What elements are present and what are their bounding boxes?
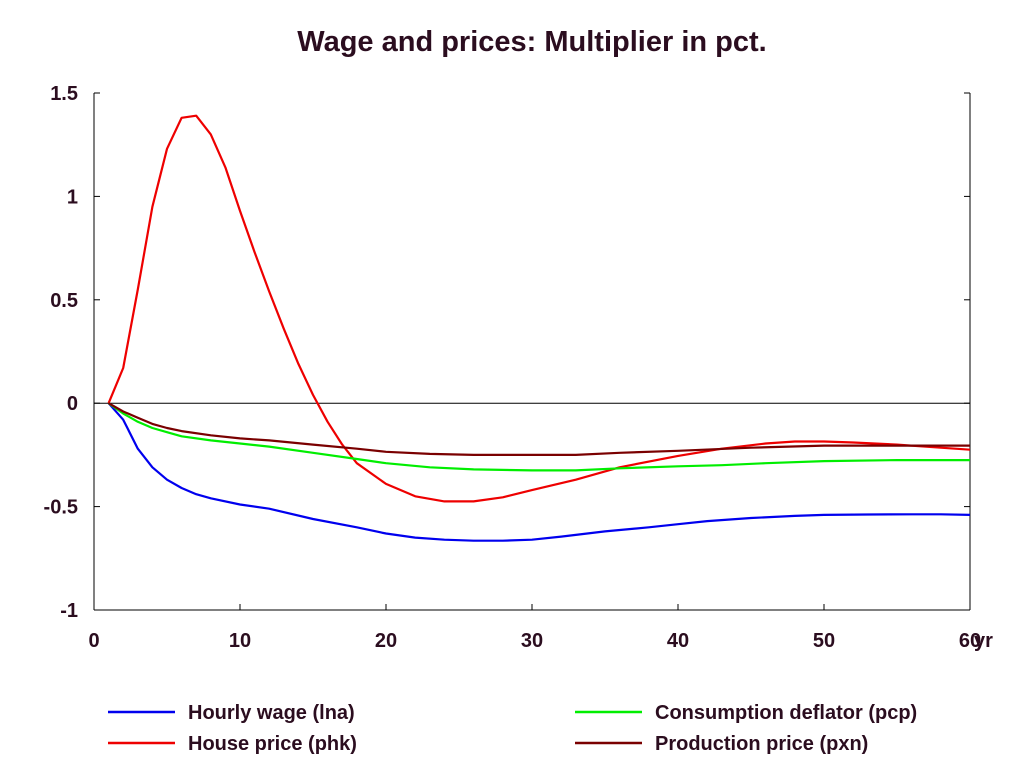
legend-label: Hourly wage (lna) — [188, 702, 355, 724]
series-line — [107, 114, 971, 503]
series-lines — [107, 114, 971, 542]
legend-label: House price (phk) — [188, 733, 357, 755]
x-tick-label: 0 — [88, 630, 99, 652]
x-unit-label: yr — [974, 630, 993, 652]
x-tick-label: 40 — [667, 630, 689, 652]
x-tick-label: 60 — [959, 630, 981, 652]
x-tick-label: 20 — [375, 630, 397, 652]
legend-label: Production price (pxn) — [655, 733, 868, 755]
legend: Hourly wage (lna) House price (phk) Consum… — [108, 702, 917, 755]
x-tick-label: 10 — [229, 630, 251, 652]
legend-label: Consumption deflator (pcp) — [655, 702, 917, 724]
chart-title: Wage and prices: Multiplier in pct. — [297, 26, 766, 58]
series-line — [107, 402, 971, 542]
y-tick-label: 0 — [67, 393, 78, 415]
series-line — [108, 402, 970, 456]
y-tick-label: 1.5 — [50, 83, 78, 105]
y-tick-label: -1 — [60, 600, 78, 622]
series-line — [107, 402, 970, 472]
y-tick-label: 1 — [67, 186, 78, 208]
x-tick-label: 50 — [813, 630, 835, 652]
x-tick-label: 30 — [521, 630, 543, 652]
y-tick-label: -0.5 — [44, 497, 78, 519]
y-tick-label: 0.5 — [50, 290, 78, 312]
